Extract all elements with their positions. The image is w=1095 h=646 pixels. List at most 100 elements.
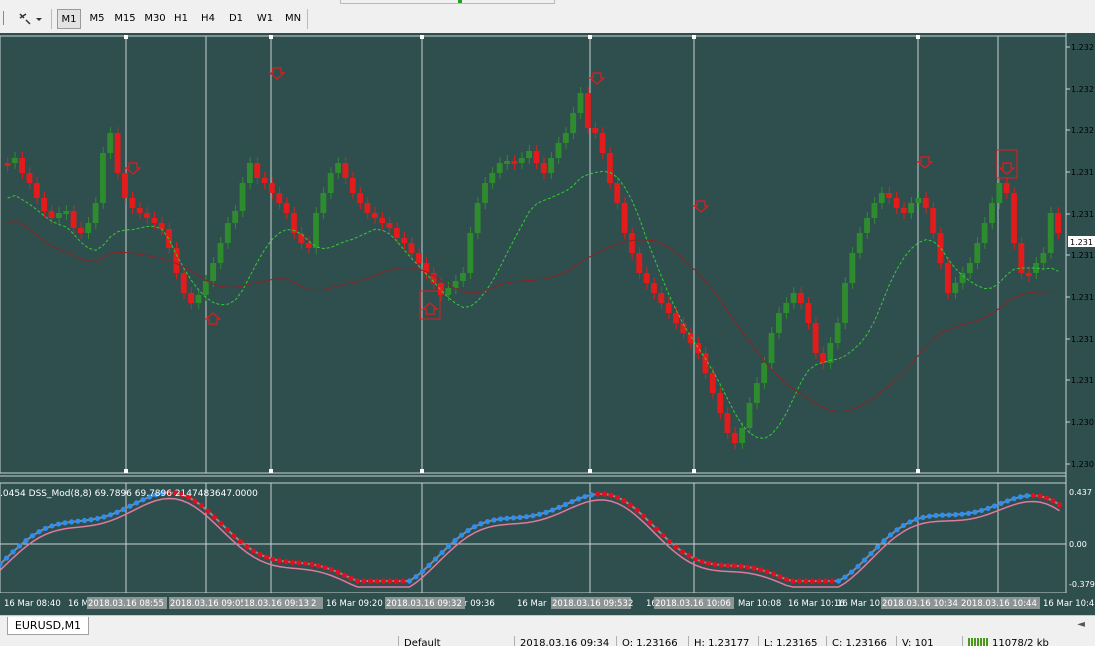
dss-dot-up <box>985 505 991 511</box>
dss-dot-down <box>166 489 172 496</box>
candle-body <box>408 243 415 253</box>
dss-dot-up <box>920 514 926 520</box>
dss-dot-up <box>582 493 588 500</box>
dss-dot-up <box>868 550 874 557</box>
current-price-box <box>1068 236 1095 247</box>
timeframe-m5-button[interactable]: M5 <box>89 13 105 24</box>
dss-dot-up <box>517 514 523 520</box>
timeframe-mn-button[interactable]: MN <box>284 13 302 24</box>
dss-dot-down <box>679 549 686 555</box>
candle-body <box>327 173 334 193</box>
candle-body <box>621 203 628 233</box>
dss-dot-down <box>822 578 829 584</box>
time-label: Mar 10:08 <box>738 599 781 609</box>
timeframe-h4-button[interactable]: H4 <box>201 13 215 24</box>
dss-dot-up <box>855 563 861 569</box>
candle-body <box>915 198 922 203</box>
status-high: H: 1.23177 <box>694 638 750 646</box>
candle-body <box>908 203 915 213</box>
candle-body <box>584 93 591 128</box>
time-label-fragment: 2 <box>628 599 633 609</box>
dss-dot-down <box>374 578 380 584</box>
indicator-header-text: DSS_Mod(8,8) 69.7896 69.7896 2147483647.… <box>28 489 258 499</box>
dss-dot-up <box>933 512 939 519</box>
dss-dot-down <box>192 498 198 504</box>
chart-window[interactable]: 1.232 1.232 1.232 1.231 1.231 1.231 1.231 1.231… <box>0 33 1095 615</box>
candle-body <box>981 223 988 243</box>
dss-dot-up <box>107 512 114 518</box>
candle-body <box>335 163 341 173</box>
price-label: 1.231 <box>1071 168 1094 177</box>
dss-dot-up <box>10 549 16 555</box>
candle-body <box>437 283 444 295</box>
dss-dot-up <box>588 492 595 498</box>
candle-body <box>158 223 165 229</box>
dss-dot-up <box>874 544 881 550</box>
separator-handle <box>588 35 592 39</box>
candle-body <box>739 428 746 443</box>
signal-box <box>996 149 1018 179</box>
dss-dot-down <box>718 562 725 568</box>
dss-dot-up <box>406 578 413 584</box>
dss-dot-up <box>965 510 972 516</box>
candle-body <box>886 193 893 198</box>
candle-body <box>298 233 305 243</box>
dss-dot-down <box>653 526 660 532</box>
candle-body <box>834 323 841 343</box>
candle-body <box>702 353 709 373</box>
separator-handle <box>124 35 128 39</box>
sell-arrow-icon <box>268 67 286 80</box>
candle-body <box>313 213 319 248</box>
candle-body <box>467 233 474 273</box>
buy-arrow-icon <box>204 312 222 325</box>
candle-body <box>166 229 172 248</box>
dss-dot-down <box>270 556 276 562</box>
dss-dot-down <box>205 508 211 514</box>
dss-dot-up <box>29 533 36 539</box>
timeframe-h1-button[interactable]: H1 <box>174 13 188 24</box>
candle-body <box>687 333 694 343</box>
candle-body <box>85 223 92 233</box>
dss-dot-down <box>1043 495 1050 501</box>
dss-dot-up <box>120 506 127 512</box>
candle-body <box>827 343 834 363</box>
dss-dot-up <box>1011 496 1017 502</box>
separator-handle <box>420 469 424 473</box>
time-label: 16 Mar 10:48 <box>1043 599 1095 609</box>
dss-dot-down <box>601 491 608 497</box>
candle-body <box>900 208 907 213</box>
candle-body <box>643 273 650 283</box>
status-close: C: 1.23166 <box>832 638 887 646</box>
candle-body <box>379 218 386 223</box>
dss-dot-down <box>263 554 270 560</box>
status-separator <box>688 636 689 646</box>
timeframe-m15-button[interactable]: M15 <box>114 13 136 24</box>
candle-body <box>746 403 753 428</box>
tab-eurusd-m1[interactable]: EURUSD,M1 <box>7 617 89 635</box>
dss-dot-down <box>302 560 309 567</box>
candle-body <box>651 283 657 293</box>
dss-dot-down <box>764 569 770 575</box>
dss-dot-down <box>198 503 205 509</box>
dss-dot-up <box>140 497 146 503</box>
timeframe-d1-button[interactable]: D1 <box>228 13 244 24</box>
candle-body <box>959 273 966 283</box>
separator-handle <box>588 469 592 473</box>
candle-body <box>922 198 929 208</box>
line-studies-dropdown-button[interactable] <box>16 10 44 28</box>
dss-dot-up <box>42 525 49 532</box>
timeframe-w1-button[interactable]: W1 <box>256 13 274 24</box>
time-label: 16 Mar <box>517 599 547 609</box>
time-label: 16 Mar 10:16 <box>788 599 845 609</box>
candle-body <box>592 128 599 133</box>
timeframe-m30-button[interactable]: M30 <box>144 13 166 24</box>
timeframe-m1-button[interactable]: M1 <box>57 9 81 29</box>
chart-canvas[interactable]: 1.232 1.232 1.232 1.231 1.231 1.231 1.231 1.231… <box>0 33 1095 615</box>
candle-body <box>614 183 621 203</box>
dss-dot-up <box>16 543 23 549</box>
sell-arrow-icon <box>916 156 934 169</box>
time-label-fragment: 2 <box>311 599 316 609</box>
dss-dot-down <box>757 567 764 573</box>
dss-dot-down <box>315 563 322 569</box>
scroll-left-icon[interactable]: ◄ <box>1077 619 1085 630</box>
